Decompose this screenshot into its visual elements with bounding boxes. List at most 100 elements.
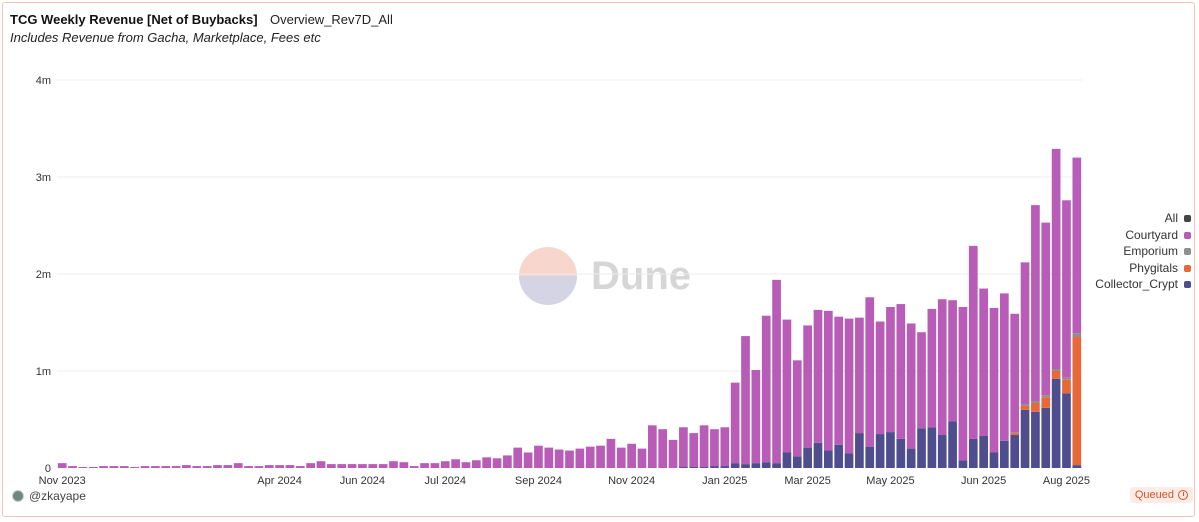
legend-swatch: [1184, 215, 1191, 223]
bar-segment-courtyard: [565, 450, 574, 468]
bar-segment-collector-crypt: [855, 433, 864, 468]
bar-segment-courtyard: [451, 459, 460, 468]
bar-segment-courtyard: [855, 317, 864, 434]
legend-swatch: [1184, 264, 1191, 272]
bar-segment-collector-crypt: [679, 467, 688, 468]
bar-segment-courtyard: [803, 325, 812, 448]
bar-segment-courtyard: [1020, 262, 1030, 404]
bar-segment-collector-crypt: [710, 466, 719, 468]
bar-segment-collector-crypt: [906, 448, 916, 468]
bar-segment-collector-crypt: [689, 467, 699, 468]
bar-segment-emporium: [1051, 369, 1061, 371]
bar-segment-courtyard: [741, 336, 750, 465]
bar-segment-courtyard: [140, 466, 150, 468]
legend-item-courtyard[interactable]: Courtyard: [1095, 227, 1191, 244]
bar-segment-collector-crypt: [834, 444, 844, 468]
y-tick-label: 0: [45, 463, 51, 475]
bar-segment-courtyard: [689, 433, 699, 468]
bar-segment-courtyard: [347, 464, 357, 468]
bar-segment-courtyard: [937, 299, 947, 436]
bar-segment-courtyard: [927, 308, 937, 428]
bar-segment-courtyard: [202, 466, 212, 468]
bar-segment-courtyard: [896, 304, 906, 439]
x-tick-label: Jan 2025: [702, 475, 747, 487]
x-tick-label: May 2025: [866, 475, 914, 487]
bar-segment-courtyard: [482, 457, 492, 468]
bar-segment-phygitals: [1010, 433, 1020, 436]
bar-segment-phygitals: [1072, 337, 1082, 466]
bar-segment-courtyard: [471, 460, 481, 468]
legend-label: Collector_Crypt: [1095, 277, 1178, 291]
author-name[interactable]: @zkayape: [29, 489, 86, 503]
bar-segment-courtyard: [575, 448, 585, 468]
bar-segment-courtyard: [534, 445, 543, 468]
bar-segment-courtyard: [285, 465, 295, 468]
bar-segment-courtyard: [420, 463, 429, 468]
bar-segment-collector-crypt: [917, 428, 926, 468]
bar-segment-courtyard: [658, 429, 668, 468]
bar-segment-courtyard: [606, 438, 616, 468]
bar-segment-collector-crypt: [761, 462, 771, 468]
author-avatar[interactable]: [12, 490, 24, 502]
bar-segment-courtyard: [492, 458, 502, 468]
bar-segment-courtyard: [275, 465, 284, 468]
legend: All Courtyard Emporium Phygitals Collector_C…: [1095, 210, 1191, 293]
bar-segment-collector-crypt: [741, 464, 750, 468]
bar-segment-collector-crypt: [772, 463, 781, 468]
bar-segment-collector-crypt: [875, 434, 885, 468]
bar-segment-emporium: [1010, 432, 1020, 434]
x-tick-label: Jun 2024: [340, 475, 385, 487]
bar-segment-courtyard: [1051, 148, 1061, 370]
bar-segment-phygitals: [1031, 403, 1040, 412]
bar-segment-courtyard: [875, 321, 885, 435]
bar-segment-courtyard: [699, 425, 709, 468]
bar-segment-courtyard: [171, 466, 181, 468]
clock-icon: [1178, 490, 1188, 500]
dune-logo-icon: [519, 247, 577, 305]
query-name-link[interactable]: Overview_Rev7D_All: [270, 12, 393, 27]
bar-segment-courtyard: [119, 466, 129, 468]
bar-segment-courtyard: [440, 461, 450, 468]
bar-segment-collector-crypt: [803, 447, 812, 468]
bar-segment-courtyard: [886, 306, 895, 433]
bar-segment-collector-crypt: [792, 456, 802, 468]
legend-item-collector-crypt[interactable]: Collector_Crypt: [1095, 276, 1191, 293]
bar-segment-courtyard: [430, 463, 440, 468]
legend-label: Emporium: [1123, 244, 1178, 258]
x-tick-label: Sep 2024: [515, 475, 562, 487]
bar-segment-courtyard: [948, 300, 957, 422]
bar-segment-collector-crypt: [1051, 378, 1061, 468]
bar-segment-courtyard: [306, 463, 316, 468]
bar-segment-collector-crypt: [1031, 411, 1040, 468]
bar-segment-emporium: [1062, 377, 1071, 380]
legend-item-phygitals[interactable]: Phygitals: [1095, 260, 1191, 277]
y-tick-label: 4m: [36, 75, 51, 87]
x-tick-label: Apr 2024: [257, 475, 302, 487]
legend-item-all[interactable]: All: [1095, 210, 1191, 227]
bar-segment-courtyard: [513, 447, 523, 468]
bar-segment-courtyard: [979, 288, 988, 436]
bar-segment-courtyard: [834, 316, 844, 445]
footer: @zkayape: [12, 489, 86, 503]
bar-segment-collector-crypt: [823, 450, 833, 468]
x-tick-label: Jul 2024: [424, 475, 466, 487]
x-tick-label: Aug 2025: [1043, 475, 1090, 487]
bar-segment-courtyard: [792, 360, 802, 457]
bar-segment-courtyard: [151, 466, 160, 468]
bar-segment-collector-crypt: [1062, 393, 1071, 468]
bar-segment-collector-crypt: [896, 438, 906, 468]
bar-segment-courtyard: [906, 323, 916, 449]
x-tick-label: Jun 2025: [961, 475, 1006, 487]
bar-segment-courtyard: [88, 467, 98, 468]
y-tick-label: 2m: [36, 269, 51, 281]
bar-segment-courtyard: [544, 447, 554, 468]
bar-segment-courtyard: [761, 315, 771, 463]
bar-segment-courtyard: [968, 245, 978, 439]
bar-segment-collector-crypt: [813, 442, 823, 468]
bar-segment-courtyard: [668, 439, 678, 468]
bar-segment-collector-crypt: [937, 435, 947, 468]
legend-item-emporium[interactable]: Emporium: [1095, 243, 1191, 260]
bar-segment-courtyard: [368, 464, 378, 468]
bar-segment-courtyard: [223, 465, 233, 468]
